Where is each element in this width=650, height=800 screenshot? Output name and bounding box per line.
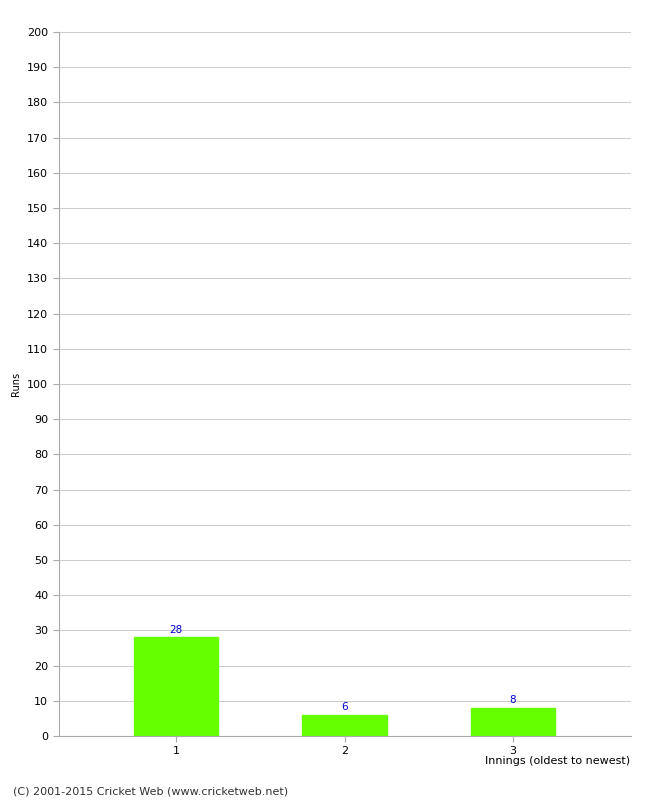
Bar <box>134 638 218 736</box>
Y-axis label: Runs: Runs <box>12 372 21 396</box>
Text: 6: 6 <box>341 702 348 712</box>
Text: (C) 2001-2015 Cricket Web (www.cricketweb.net): (C) 2001-2015 Cricket Web (www.cricketwe… <box>13 786 288 796</box>
Bar <box>471 708 555 736</box>
Text: 28: 28 <box>170 625 183 634</box>
Text: Innings (oldest to newest): Innings (oldest to newest) <box>486 756 630 766</box>
Text: 8: 8 <box>510 695 516 705</box>
Bar <box>302 715 387 736</box>
